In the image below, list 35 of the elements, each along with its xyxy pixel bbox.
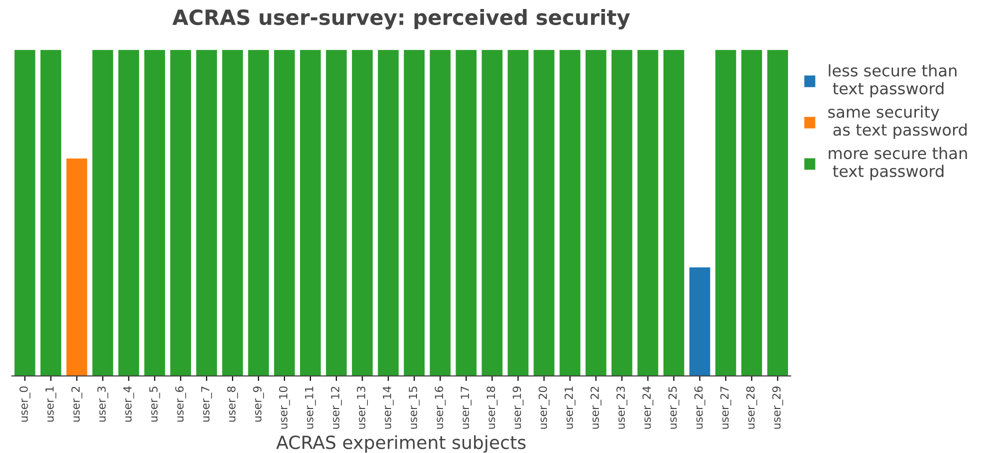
x-tick-label: user_25 [668, 386, 680, 429]
x-tick-label: user_24 [642, 386, 654, 429]
x-tick-label: user_9 [253, 386, 264, 422]
chart-title: ACRAS user-survey: perceived security [172, 9, 630, 30]
x-tick-label: user_28 [746, 386, 758, 429]
x-tick-label: user_1 [45, 386, 56, 422]
legend-label: less secure than text password [828, 64, 956, 98]
x-tick-label: user_4 [123, 386, 134, 422]
x-tick-label: user_18 [486, 386, 498, 429]
x-tick-label: user_13 [356, 386, 368, 429]
x-tick-label: user_8 [227, 386, 238, 422]
x-tick-label: user_7 [201, 386, 212, 422]
x-tick-label: user_27 [720, 386, 732, 429]
x-tick-label: user_2 [71, 386, 82, 422]
x-tick-label: user_16 [434, 386, 446, 429]
x-tick-label: user_26 [694, 386, 706, 429]
x-tick-label: user_3 [97, 386, 108, 422]
x-tick-label: user_22 [590, 386, 602, 429]
x-tick-label: user_5 [149, 386, 160, 422]
x-tick-label: user_20 [538, 386, 550, 429]
x-tick-label: user_21 [564, 386, 576, 429]
x-tick-label: user_10 [279, 386, 290, 429]
x-tick-label: user_19 [512, 386, 524, 429]
x-axis-title: ACRAS experiment subjects [276, 435, 526, 453]
x-tick-label: user_15 [408, 386, 420, 429]
x-tick-label: user_29 [772, 386, 784, 429]
x-tick-label: user_11 [305, 386, 316, 429]
x-tick-label: user_0 [19, 386, 30, 422]
x-tick-label: user_17 [460, 386, 472, 429]
x-tick-label: user_6 [175, 386, 186, 422]
x-tick-label: user_23 [616, 386, 628, 429]
x-tick-label: user_12 [330, 386, 342, 429]
x-tick-label: user_14 [382, 386, 394, 429]
legend-label: more secure than text password [828, 146, 967, 180]
legend-label: same security as text password [828, 106, 967, 139]
